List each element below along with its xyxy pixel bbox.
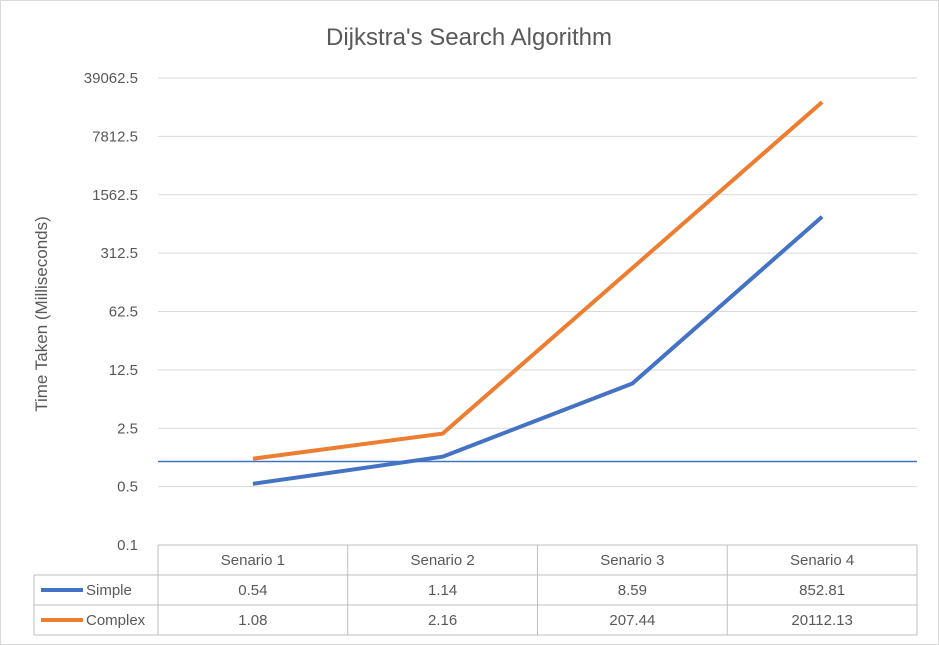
series-lines: [252, 100, 824, 486]
x-category-label: Senario 1: [221, 552, 285, 569]
series-line-simple: [252, 215, 824, 486]
data-label: 1.14: [428, 582, 457, 599]
legend-label: Complex: [86, 612, 146, 629]
data-label: 20112.13: [791, 612, 852, 629]
y-tick-label: 2.5: [117, 420, 138, 437]
y-tick-label: 12.5: [109, 362, 138, 379]
chart-title: Dijkstra's Search Algorithm: [326, 24, 612, 51]
y-tick-label: 7812.5: [92, 128, 138, 145]
y-tick-labels: 0.1 0.5 2.5 12.5 62.5 312.5 1562.5 7812.5 39062.…: [84, 70, 138, 554]
data-label: 2.16: [428, 612, 457, 629]
x-category-label: Senario 4: [790, 552, 854, 569]
y-tick-label: 1562.5: [92, 187, 138, 204]
y-tick-label: 0.5: [117, 479, 138, 496]
x-category-label: Senario 3: [600, 552, 664, 569]
y-tick-label: 0.1: [117, 537, 138, 554]
series-line-complex: [252, 100, 824, 461]
data-label: 0.54: [238, 582, 267, 599]
y-axis-title: Time Taken (Milliseconds): [32, 216, 51, 412]
data-table: Senario 1 Senario 2 Senario 3 Senario 4 Simp…: [33, 544, 918, 636]
data-label: 852.81: [799, 582, 845, 599]
data-label: 8.59: [618, 582, 647, 599]
legend-label: Simple: [86, 582, 132, 599]
x-category-label: Senario 2: [411, 552, 475, 569]
y-tick-label: 39062.5: [84, 70, 138, 87]
data-label: 207.44: [609, 612, 655, 629]
gridlines: [158, 77, 917, 488]
y-tick-label: 62.5: [109, 304, 138, 321]
y-tick-label: 312.5: [100, 245, 138, 262]
data-label: 1.08: [238, 612, 267, 629]
